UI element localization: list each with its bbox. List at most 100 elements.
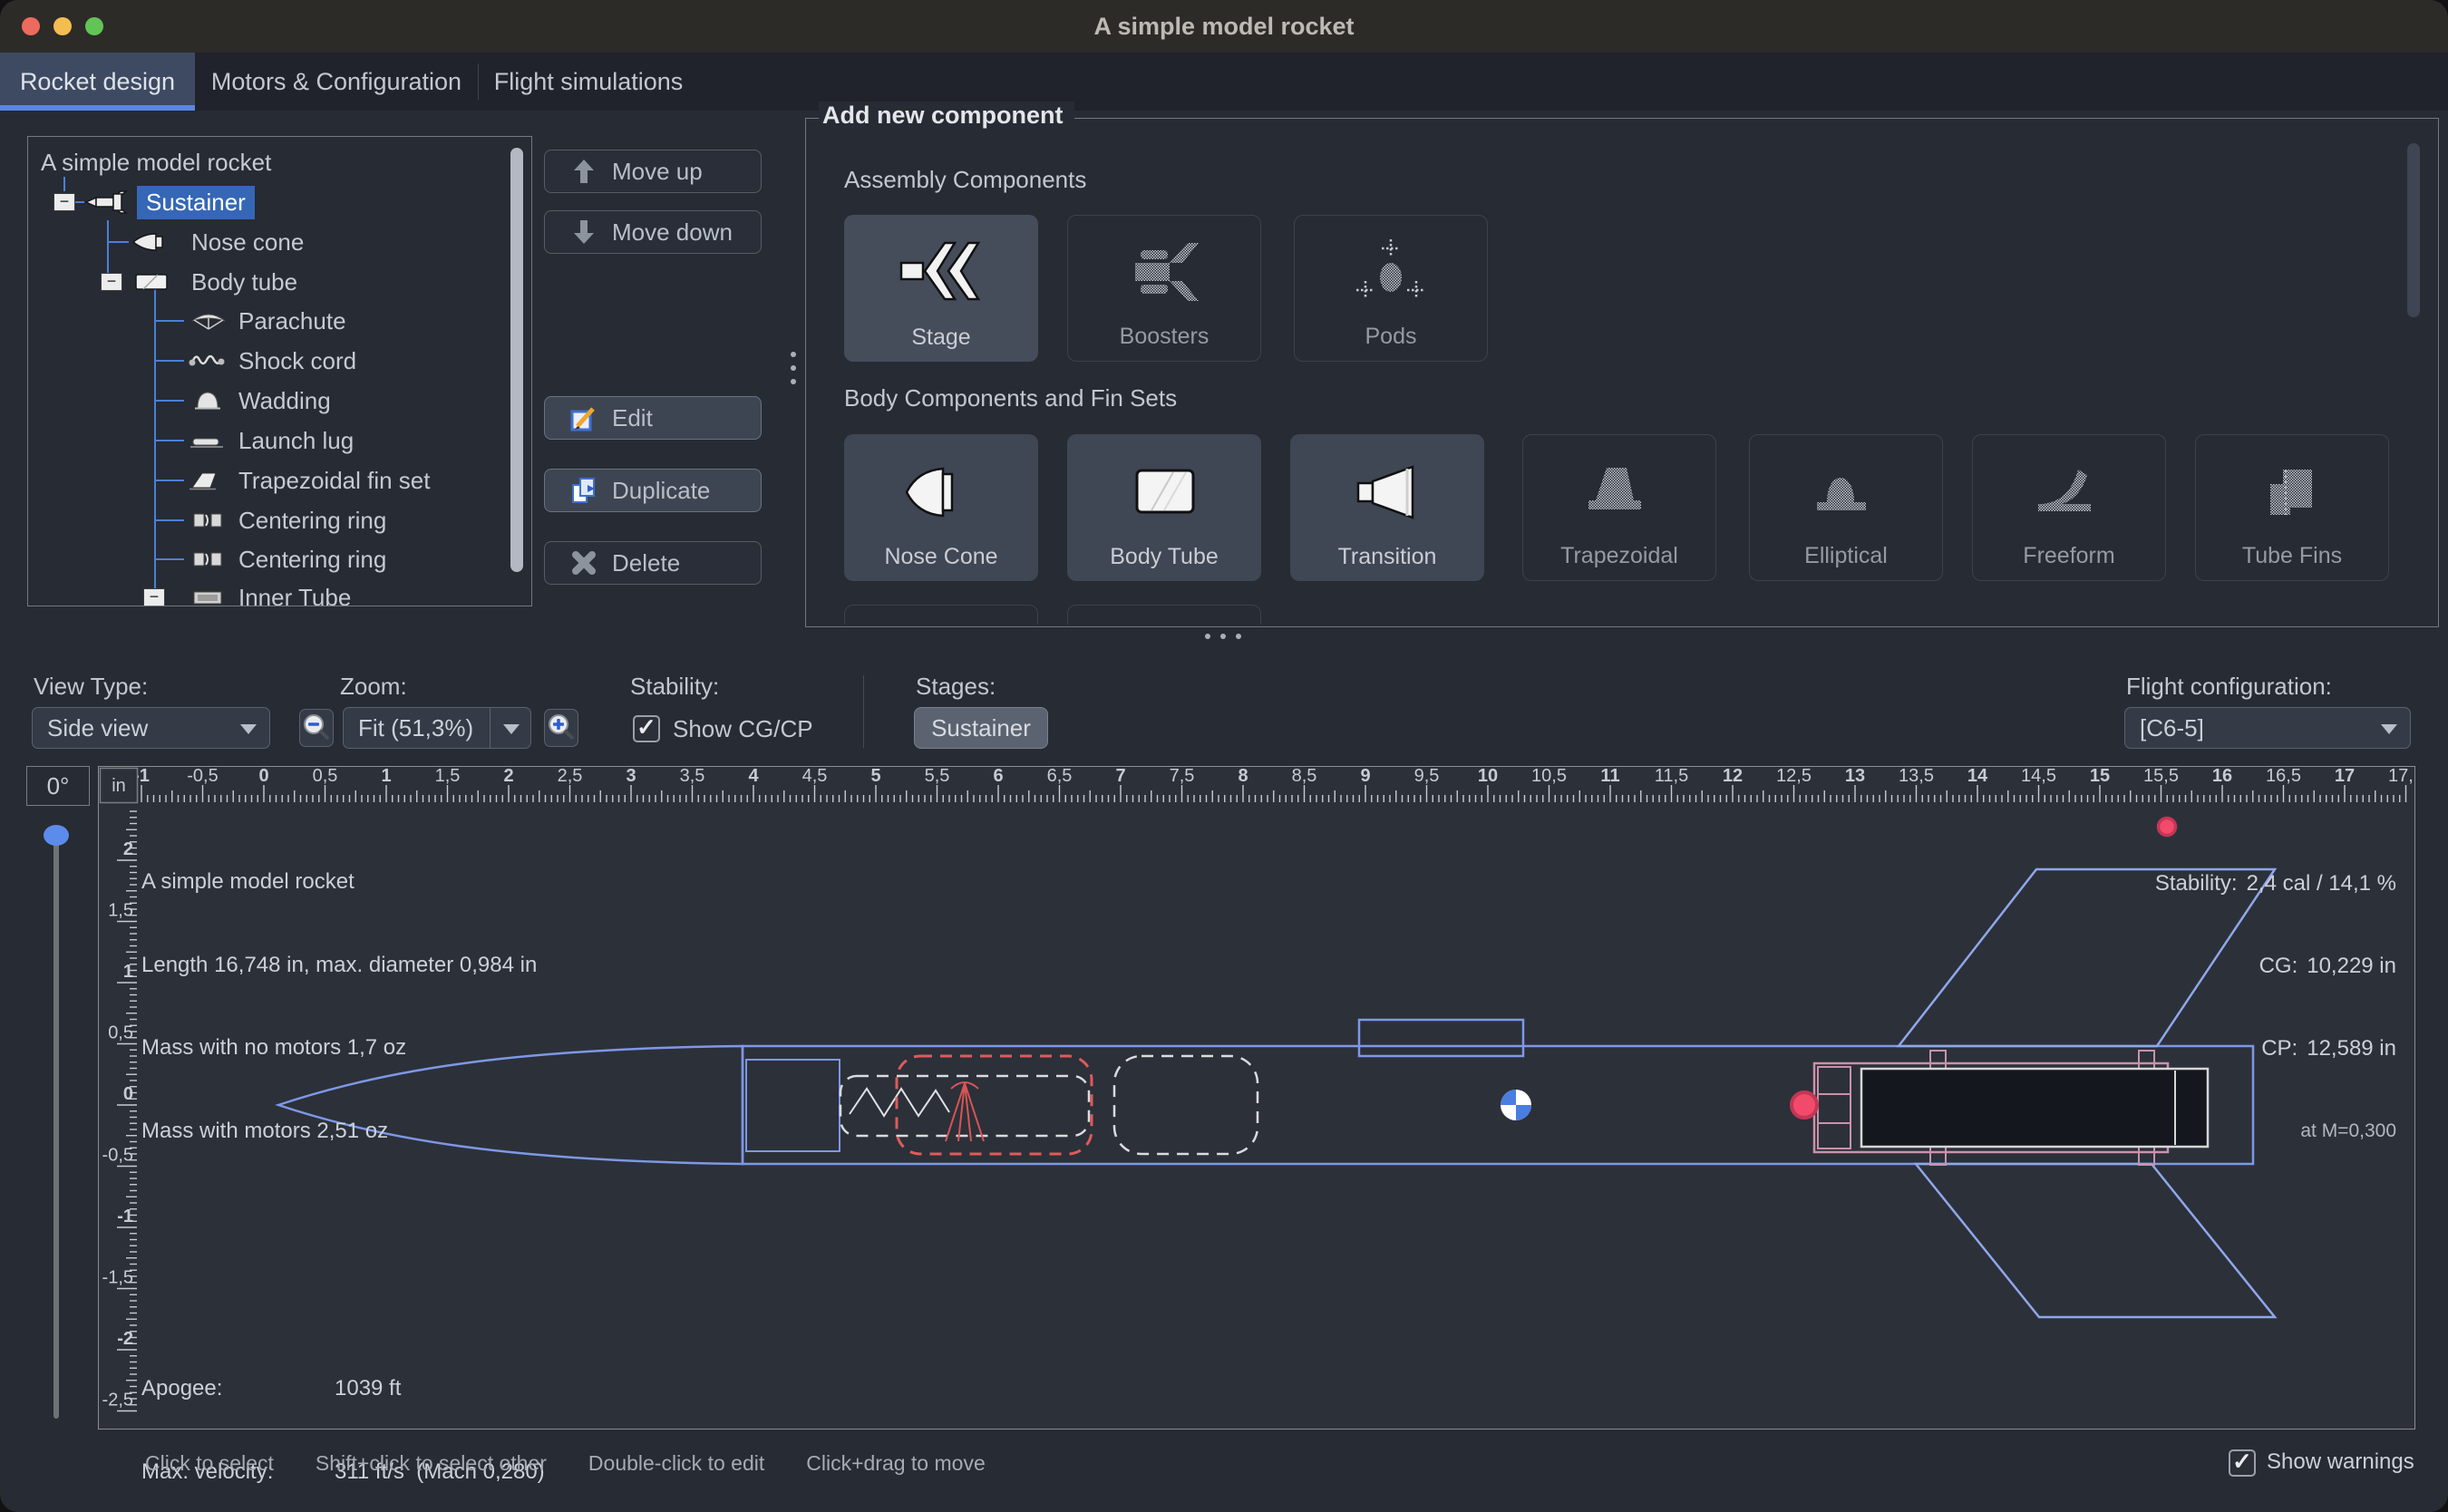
trapezoidal-fin-icon xyxy=(1523,448,1715,535)
zoom-select-arrow-cell[interactable] xyxy=(490,708,530,748)
add-nose-cone-button[interactable]: Nose Cone xyxy=(844,434,1038,581)
move-up-button[interactable]: Move up xyxy=(544,150,762,193)
collapse-icon[interactable] xyxy=(101,273,122,291)
clipped-component-button[interactable] xyxy=(1067,605,1261,625)
svg-text:1: 1 xyxy=(381,767,391,786)
expander-icon[interactable] xyxy=(143,588,165,606)
svg-text:2: 2 xyxy=(123,839,133,859)
add-transition-button[interactable]: Transition xyxy=(1290,434,1484,581)
stage-toggle-sustainer[interactable]: Sustainer xyxy=(914,707,1048,749)
add-freeform-fin-button[interactable]: Freeform xyxy=(1972,434,2166,581)
maximize-button[interactable] xyxy=(85,17,103,35)
add-trapezoidal-fin-button[interactable]: Trapezoidal xyxy=(1522,434,1716,581)
body-tube-icon xyxy=(1067,447,1261,534)
transition-icon xyxy=(1290,447,1484,534)
tree-item-inner-tube[interactable]: Inner Tube xyxy=(28,581,531,606)
tree-item-shock-cord[interactable]: Shock cord xyxy=(28,344,531,377)
centering-ring-icon xyxy=(184,507,233,534)
rocket-drawing: -1 -0,5 0 0,5 1 1,5 2 2,5 3 3,5 4 4,5 5 5,5 6 6,5 7 7,5 8 8… xyxy=(99,767,2414,1412)
tree-line xyxy=(154,519,184,521)
wadding-icon xyxy=(184,387,233,414)
lower-fin xyxy=(1913,1162,2278,1319)
add-body-tube-button[interactable]: Body Tube xyxy=(1067,434,1261,581)
show-warnings-checkbox[interactable] xyxy=(2229,1448,2256,1477)
tree-line xyxy=(154,360,184,362)
edit-button[interactable]: Edit xyxy=(544,396,762,440)
arrow-up-icon xyxy=(568,156,599,187)
clipped-component-button[interactable] xyxy=(844,605,1038,625)
tree-root[interactable]: A simple model rocket xyxy=(41,148,272,176)
svg-text:9: 9 xyxy=(1360,767,1370,786)
close-button[interactable] xyxy=(22,17,40,35)
add-tube-fins-button[interactable]: Tube Fins xyxy=(2195,434,2389,581)
svg-text:12,5: 12,5 xyxy=(1776,767,1812,786)
zoom-in-button[interactable] xyxy=(544,709,578,747)
svg-text:0,5: 0,5 xyxy=(108,1023,133,1043)
tree-line xyxy=(107,241,129,243)
titlebar: A simple model rocket xyxy=(0,0,2448,53)
component-tree-panel: A simple model rocket Sustainer Nose con… xyxy=(27,136,532,606)
add-pods-button[interactable]: Pods xyxy=(1294,215,1488,362)
duplicate-icon xyxy=(568,475,599,506)
upper-fin xyxy=(1896,867,2278,1048)
duplicate-button[interactable]: Duplicate xyxy=(544,469,762,512)
tree-item-centering-ring-2[interactable]: Centering ring xyxy=(28,543,531,576)
parachute-outline xyxy=(895,1054,1093,1156)
tab-motors-configuration[interactable]: Motors & Configuration xyxy=(210,67,462,95)
view-type-select[interactable]: Side view xyxy=(32,707,270,749)
horizontal-splitter-handle[interactable] xyxy=(1205,634,1241,639)
tree-item-launch-lug[interactable]: Launch lug xyxy=(28,424,531,457)
tree-item-wadding[interactable]: Wadding xyxy=(28,384,531,417)
tree-item-trapezoidal-fin-set[interactable]: Trapezoidal fin set xyxy=(28,464,531,497)
svg-text:-0,5: -0,5 xyxy=(187,767,218,786)
svg-text:13,5: 13,5 xyxy=(1899,767,1934,786)
move-down-button[interactable]: Move down xyxy=(544,210,762,254)
delete-button[interactable]: Delete xyxy=(544,541,762,585)
svg-text:13: 13 xyxy=(1845,767,1865,786)
flight-config-select[interactable]: [C6-5] xyxy=(2124,707,2411,749)
svg-text:11: 11 xyxy=(1600,767,1619,786)
add-stage-button[interactable]: Stage xyxy=(844,215,1038,362)
tree-item-centering-ring[interactable]: Centering ring xyxy=(28,504,531,537)
internal-components xyxy=(839,1054,1259,1156)
nose-cone-outline xyxy=(275,1044,744,1166)
status-hints: Click to select Shift+click to select ot… xyxy=(145,1451,986,1475)
tree-item-nose-cone[interactable]: Nose cone xyxy=(28,226,531,258)
svg-text:15: 15 xyxy=(2090,767,2110,786)
rotation-slider-track[interactable] xyxy=(53,834,59,1419)
add-panel-scrollbar[interactable] xyxy=(2407,143,2420,317)
tree-item-body-tube[interactable]: Body tube xyxy=(28,266,531,298)
tree-item-sustainer[interactable]: Sustainer xyxy=(28,185,531,219)
tree-scrollbar[interactable] xyxy=(510,148,523,572)
add-elliptical-fin-button[interactable]: Elliptical xyxy=(1749,434,1943,581)
chevron-down-icon xyxy=(2381,724,2397,734)
rotation-angle-display: 0° xyxy=(26,766,90,806)
fin-set-outline xyxy=(1896,867,2278,1319)
show-cgcp-checkbox[interactable] xyxy=(633,713,660,742)
rocket-design-canvas[interactable]: -1 -0,5 0 0,5 1 1,5 2 2,5 3 3,5 4 4,5 5 5,5 6 6,5 7 7,5 8 8… xyxy=(98,766,2415,1484)
motor-casing xyxy=(1860,1067,2210,1149)
view-type-label: View Type: xyxy=(34,673,149,700)
tab-rocket-design[interactable]: Rocket design xyxy=(0,53,195,111)
rotation-slider-thumb[interactable] xyxy=(44,825,69,846)
tree-line xyxy=(154,400,184,402)
svg-text:14,5: 14,5 xyxy=(2021,767,2056,786)
svg-text:1: 1 xyxy=(123,962,133,982)
minimize-button[interactable] xyxy=(53,17,72,35)
shock-cord-outline xyxy=(839,1074,1091,1138)
nose-shoulder-outline xyxy=(745,1059,840,1152)
svg-text:12: 12 xyxy=(1723,767,1743,786)
zoom-select[interactable]: Fit (51,3%) xyxy=(343,707,531,749)
cg-marker xyxy=(1501,1090,1531,1120)
zoom-out-button[interactable] xyxy=(299,709,334,747)
collapse-icon[interactable] xyxy=(53,193,75,211)
tree-item-parachute[interactable]: Parachute xyxy=(28,305,531,337)
vertical-splitter-handle[interactable] xyxy=(791,352,796,384)
add-boosters-button[interactable]: Boosters xyxy=(1067,215,1261,362)
svg-text:0: 0 xyxy=(258,767,268,786)
tab-flight-simulations[interactable]: Flight simulations xyxy=(493,67,684,95)
tree-line xyxy=(154,558,184,560)
svg-text:-1: -1 xyxy=(117,1207,133,1226)
svg-text:8: 8 xyxy=(1238,767,1248,786)
tree-line xyxy=(154,480,184,481)
